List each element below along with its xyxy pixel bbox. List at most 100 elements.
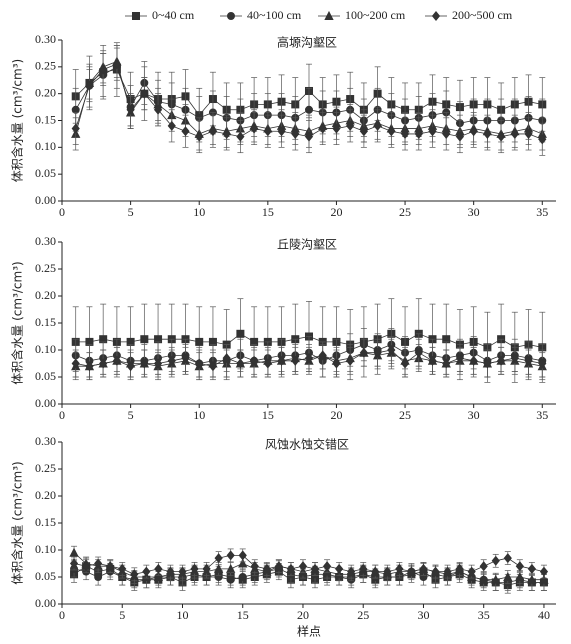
- data-point: [99, 64, 108, 75]
- y-tick-label: 0.30: [35, 32, 56, 46]
- data-point: [142, 566, 151, 577]
- data-point: [332, 358, 341, 369]
- data-point: [195, 337, 204, 346]
- data-point: [238, 558, 248, 568]
- data-point: [238, 550, 247, 561]
- data-point: [407, 566, 416, 577]
- data-point: [291, 355, 300, 366]
- data-point: [419, 563, 428, 574]
- y-tick-label: 0.15: [35, 315, 56, 329]
- data-point: [106, 561, 115, 572]
- data-point: [118, 563, 127, 574]
- y-tick-label: 0.25: [35, 59, 56, 73]
- x-tick-label: 10: [193, 205, 205, 219]
- panel-title: 风蚀水蚀交错区: [265, 437, 349, 452]
- legend-marker: [431, 10, 441, 22]
- data-point: [304, 353, 314, 364]
- data-point: [195, 358, 204, 369]
- data-point: [347, 566, 356, 577]
- data-point: [479, 574, 489, 584]
- x-tick-label: 25: [357, 608, 369, 622]
- data-point: [167, 355, 176, 366]
- x-axis-label: 样点: [297, 624, 321, 639]
- data-point: [153, 104, 163, 115]
- data-point: [236, 329, 245, 338]
- data-point: [222, 353, 231, 364]
- data-point: [318, 350, 327, 361]
- data-point: [236, 131, 245, 142]
- data-point: [181, 353, 190, 364]
- legend-marker: [226, 11, 235, 20]
- data-point: [81, 561, 91, 572]
- x-tick-label: 20: [330, 205, 342, 219]
- data-point: [195, 131, 204, 142]
- data-point: [249, 123, 259, 134]
- data-point: [491, 574, 501, 584]
- data-point: [515, 571, 525, 581]
- y-tick-label: 0.15: [35, 515, 56, 529]
- data-point: [515, 561, 524, 572]
- data-point: [373, 347, 382, 358]
- x-tick-label: 15: [262, 205, 274, 219]
- data-point: [126, 104, 135, 115]
- data-point: [524, 128, 533, 139]
- y-tick-label: 0.00: [35, 396, 56, 410]
- data-point: [112, 59, 122, 70]
- data-point: [213, 563, 224, 573]
- data-point: [359, 347, 369, 358]
- data-point: [291, 128, 300, 139]
- y-tick-label: 0.05: [35, 569, 56, 583]
- data-point: [346, 355, 355, 366]
- data-point: [69, 547, 79, 557]
- y-tick-label: 0.20: [35, 85, 56, 99]
- data-point: [491, 555, 500, 566]
- data-point: [538, 358, 547, 369]
- x-tick-label: 0: [59, 608, 65, 622]
- data-point: [263, 126, 272, 137]
- data-point: [383, 566, 392, 577]
- data-point: [527, 574, 537, 584]
- data-point: [238, 573, 247, 582]
- data-point: [222, 128, 231, 139]
- data-point: [538, 134, 547, 145]
- legend-label: 0~40 cm: [152, 8, 195, 22]
- data-point: [153, 571, 164, 581]
- data-point: [455, 131, 465, 142]
- x-tick-label: 35: [536, 408, 548, 422]
- data-point: [524, 355, 533, 366]
- data-point: [226, 563, 236, 573]
- data-point: [208, 361, 218, 372]
- x-tick-label: 0: [59, 408, 65, 422]
- data-point: [479, 561, 488, 572]
- data-point: [286, 563, 296, 574]
- data-point: [202, 563, 211, 574]
- data-point: [214, 553, 223, 564]
- data-point: [263, 358, 272, 369]
- data-point: [126, 361, 135, 372]
- data-point: [140, 335, 149, 344]
- data-point: [469, 355, 478, 366]
- y-axis-label: 体积含水量 (cm³/cm³): [10, 261, 25, 384]
- y-tick-label: 0.10: [35, 139, 56, 153]
- data-point: [455, 563, 464, 574]
- data-point: [373, 120, 382, 131]
- data-point: [428, 126, 437, 137]
- data-point: [166, 566, 175, 577]
- data-point: [387, 126, 396, 137]
- x-tick-label: 35: [536, 205, 548, 219]
- data-point: [503, 571, 513, 581]
- data-point: [332, 123, 341, 134]
- data-point: [469, 126, 478, 137]
- legend-marker: [131, 11, 140, 20]
- data-point: [277, 126, 286, 137]
- x-tick-label: 40: [538, 608, 550, 622]
- y-tick-label: 0.05: [35, 369, 56, 383]
- data-point: [346, 120, 355, 131]
- data-point: [94, 573, 103, 582]
- x-tick-label: 15: [262, 408, 274, 422]
- data-point: [226, 550, 235, 561]
- legend-label: 40~100 cm: [247, 8, 302, 22]
- x-tick-label: 15: [237, 608, 249, 622]
- data-point: [112, 355, 122, 366]
